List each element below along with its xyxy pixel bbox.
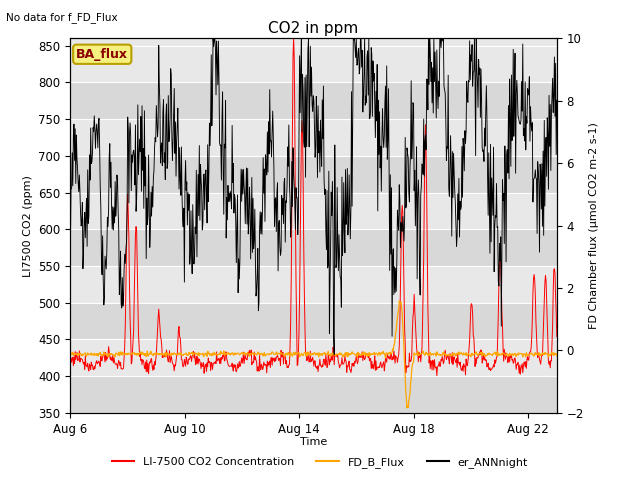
Bar <box>70 303 557 339</box>
Y-axis label: FD Chamber flux (μmol CO2 m-2 s-1): FD Chamber flux (μmol CO2 m-2 s-1) <box>589 122 600 329</box>
Y-axis label: LI7500 CO2 (ppm): LI7500 CO2 (ppm) <box>23 175 33 276</box>
Text: No data for f_FD_Flux: No data for f_FD_Flux <box>6 12 118 23</box>
Text: BA_flux: BA_flux <box>76 48 128 61</box>
Bar <box>70 83 557 119</box>
X-axis label: Time: Time <box>300 437 327 447</box>
Bar <box>70 156 557 192</box>
Title: CO2 in ppm: CO2 in ppm <box>268 21 359 36</box>
Legend: LI-7500 CO2 Concentration, FD_B_Flux, er_ANNnight: LI-7500 CO2 Concentration, FD_B_Flux, er… <box>108 452 532 472</box>
Bar <box>70 229 557 266</box>
Bar <box>70 376 557 413</box>
